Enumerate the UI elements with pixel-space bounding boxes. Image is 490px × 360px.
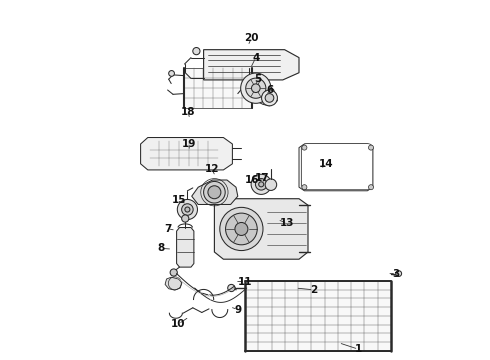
Circle shape (259, 182, 264, 187)
Polygon shape (184, 68, 252, 108)
Text: 11: 11 (238, 276, 252, 287)
Text: 4: 4 (252, 53, 260, 63)
Circle shape (396, 271, 402, 276)
Text: 3: 3 (392, 269, 400, 279)
Text: 6: 6 (267, 85, 274, 95)
Circle shape (170, 269, 177, 276)
Text: 16: 16 (245, 175, 259, 185)
Text: 12: 12 (205, 164, 219, 174)
Text: 18: 18 (181, 107, 196, 117)
Polygon shape (149, 141, 218, 166)
Circle shape (251, 84, 260, 93)
Polygon shape (243, 74, 277, 106)
Text: 17: 17 (255, 173, 269, 183)
Circle shape (228, 284, 235, 292)
Polygon shape (215, 199, 308, 259)
Circle shape (255, 179, 267, 190)
Polygon shape (165, 277, 182, 290)
Text: 15: 15 (172, 195, 187, 205)
Circle shape (225, 213, 257, 245)
Polygon shape (204, 50, 299, 80)
Text: 14: 14 (319, 159, 334, 169)
Circle shape (177, 199, 197, 220)
Circle shape (302, 145, 307, 150)
Circle shape (368, 185, 373, 190)
Text: 5: 5 (254, 74, 261, 84)
Circle shape (262, 90, 277, 106)
Circle shape (185, 207, 190, 212)
Circle shape (193, 48, 200, 55)
Circle shape (241, 73, 271, 103)
Polygon shape (299, 144, 373, 191)
Text: 7: 7 (164, 224, 171, 234)
Polygon shape (245, 281, 391, 351)
Polygon shape (141, 138, 232, 170)
Text: 8: 8 (158, 243, 165, 253)
Circle shape (265, 94, 274, 102)
Circle shape (182, 204, 193, 215)
Text: 20: 20 (244, 33, 259, 43)
Text: 2: 2 (310, 285, 317, 295)
Polygon shape (176, 228, 194, 267)
Circle shape (208, 186, 221, 199)
Circle shape (182, 215, 189, 222)
Circle shape (302, 185, 307, 190)
Text: 9: 9 (234, 305, 242, 315)
Circle shape (220, 207, 263, 251)
Text: 13: 13 (280, 218, 294, 228)
Circle shape (235, 222, 248, 235)
Text: 10: 10 (171, 319, 186, 329)
Circle shape (169, 71, 174, 76)
Circle shape (245, 78, 266, 98)
Circle shape (368, 145, 373, 150)
FancyBboxPatch shape (301, 144, 373, 190)
Circle shape (204, 181, 225, 203)
Circle shape (265, 179, 277, 190)
Circle shape (251, 174, 271, 194)
Polygon shape (192, 180, 238, 204)
Text: 1: 1 (355, 344, 362, 354)
Text: 19: 19 (182, 139, 196, 149)
